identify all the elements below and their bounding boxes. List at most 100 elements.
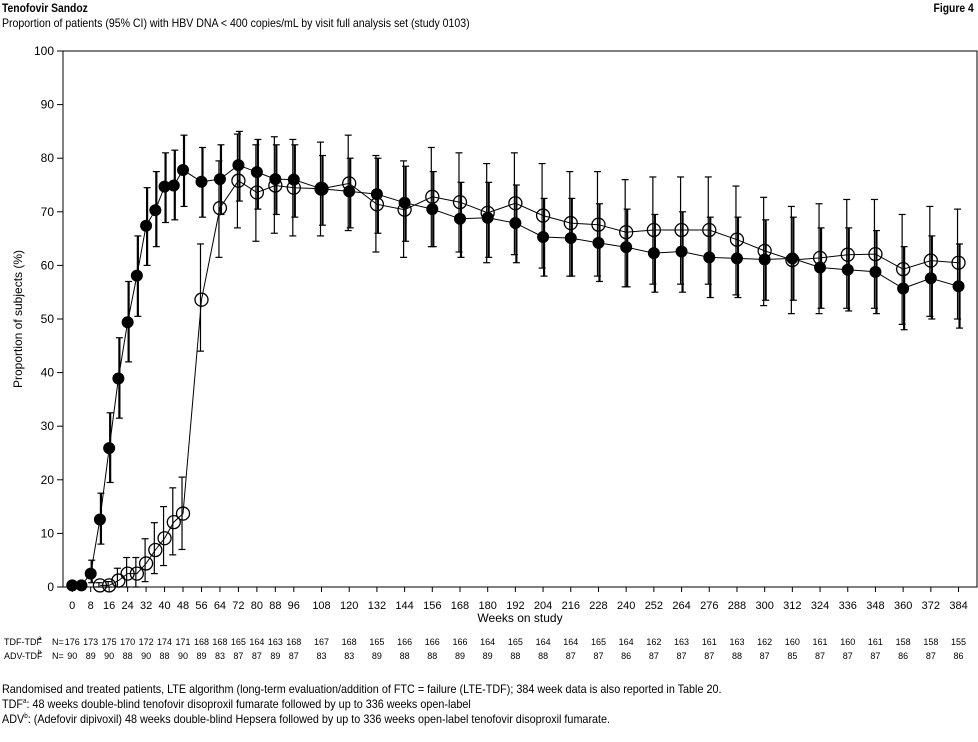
x-tick-label: 312 [783,600,801,612]
footnote-adv-mark: b [24,713,28,720]
n-value: 170 [120,637,135,647]
error-bar [344,134,352,232]
data-point [138,556,154,571]
n-value: 89 [86,651,96,661]
x-axis: 0 8 16 24 32 40 48 56 64 72 80 88 96 108 120 132 144 156 1… [69,587,968,612]
x-tick-label: 132 [368,600,386,612]
data-point [785,252,800,268]
x-tick-label: 240 [617,600,635,612]
x-tick-label: 24 [122,600,134,612]
n-value: 88 [400,651,410,661]
y-tick-label: 60 [41,258,55,272]
x-tick-label: 228 [589,600,607,612]
y-tick-label: 10 [41,526,55,540]
data-point [166,514,181,530]
n-value: 160 [785,637,800,647]
y-tick-label: 0 [47,580,54,594]
y-tick-label: 40 [41,366,55,380]
error-bar [566,171,574,277]
x-tick-label: 336 [839,600,857,612]
footnote-adv-text: : (Adefovir dipivoxil) 48 weeks double-b… [27,712,611,726]
x-tick-label: 96 [288,600,300,612]
data-point [140,219,153,232]
x-tick-label: 288 [728,600,746,612]
n-value: 87 [926,651,936,661]
x-tick-label: 204 [534,600,552,612]
y-tick-label: 80 [41,151,55,165]
series-layer [66,130,966,593]
n-value: 168 [286,637,301,647]
data-point [102,578,117,593]
data-point [814,261,827,274]
data-point [729,232,745,247]
series-line [99,180,959,586]
n-value: 166 [452,637,467,647]
n-value: 168 [194,637,209,647]
y-tick-label: 30 [41,419,55,433]
error-bar [132,556,140,588]
n-value: 87 [252,651,262,661]
n-value: 90 [141,651,151,661]
n-row-label-mark: a [38,636,42,642]
data-point [924,272,937,285]
document-brand: Tenofovir Sandoz [2,1,88,15]
error-bar [898,213,906,325]
data-point [509,217,522,230]
x-tick-label: 360 [894,600,912,612]
n-value: 164 [563,637,578,647]
x-tick-label: 48 [177,600,189,612]
x-tick-label: 384 [949,600,967,612]
chart-subtitle: Proportion of patients (95% CI) with HBV… [2,16,470,30]
data-point [92,578,108,593]
n-value: 162 [757,637,772,647]
x-tick-label: 276 [700,600,718,612]
data-point [897,282,910,295]
footnote-tdf-text: : 48 weeks double-blind tenofovir disopr… [26,697,471,711]
n-value: 87 [760,651,770,661]
n-value: 173 [83,637,98,647]
error-bar [483,162,491,264]
y-tick-label: 90 [41,98,55,112]
figure-label: Figure 4 [933,1,974,15]
x-tick-label: 324 [811,600,829,612]
error-bar [400,160,408,258]
n-value: 168 [342,637,357,647]
n-value: 83 [316,651,326,661]
x-tick-label: 348 [866,600,884,612]
error-bar [123,556,131,588]
footnote-population: Randomised and treated patients, LTE alg… [2,682,722,696]
n-value: 87 [566,651,576,661]
data-point [342,176,357,191]
n-value: 168 [212,637,227,647]
data-point [757,243,772,259]
error-bar [510,152,518,256]
data-point [177,163,190,176]
y-axis: 0 10 20 30 40 50 60 70 80 90 100 [34,44,63,594]
data-point [840,247,855,262]
data-point [675,245,688,258]
data-point [453,212,466,225]
data-point [563,215,578,231]
footnote-tdf-term: TDF [2,697,23,711]
n-value: 88 [510,651,520,661]
error-bar [160,506,168,567]
x-tick-label: 372 [922,600,940,612]
series-tdf-tdf [66,130,965,592]
error-bar [372,154,380,253]
n-value: 164 [619,637,634,647]
x-tick-label: 192 [506,600,524,612]
data-point [121,316,134,329]
error-bar [787,205,795,315]
n-row-tdf-tdf: TDF-TDFa N= 176 173 175 170 172 174 171 168 168 165… [4,636,966,647]
data-point [425,189,440,204]
n-value: 87 [677,651,687,661]
data-point [167,179,180,192]
error-bar [455,152,463,253]
series-adv-tdf [92,133,966,593]
data-point [314,181,329,196]
data-point [232,159,245,172]
error-bar [649,176,657,285]
n-value: 164 [536,637,551,647]
data-point [93,513,106,526]
error-bar [196,243,204,352]
